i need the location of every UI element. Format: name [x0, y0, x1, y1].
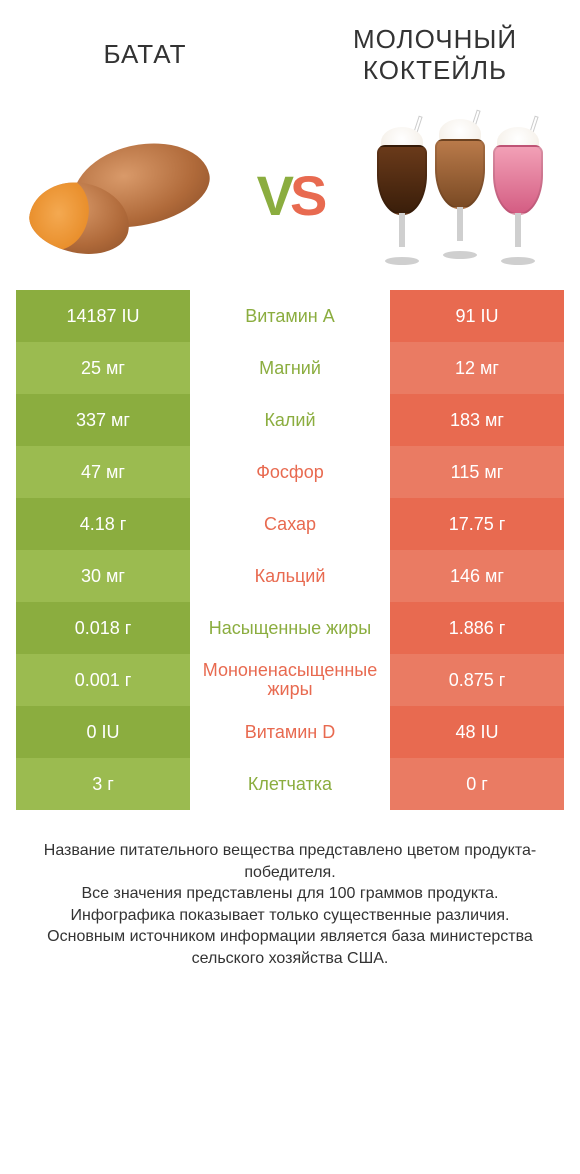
right-product-image: [350, 110, 570, 280]
nutrient-label: Клетчатка: [190, 758, 390, 810]
left-value: 0.018 г: [16, 602, 190, 654]
table-row: 47 мгФосфор115 мг: [16, 446, 564, 498]
nutrient-label: Магний: [190, 342, 390, 394]
table-row: 4.18 гСахар17.75 г: [16, 498, 564, 550]
left-value: 47 мг: [16, 446, 190, 498]
right-value: 115 мг: [390, 446, 564, 498]
nutrient-label: Фосфор: [190, 446, 390, 498]
left-value: 14187 IU: [16, 290, 190, 342]
table-row: 0 IUВитамин D48 IU: [16, 706, 564, 758]
right-value: 91 IU: [390, 290, 564, 342]
table-row: 14187 IUВитамин A91 IU: [16, 290, 564, 342]
table-row: 3 гКлетчатка0 г: [16, 758, 564, 810]
image-row: VS: [0, 110, 580, 280]
left-product-image: [10, 110, 230, 280]
footer-line: Все значения представлены для 100 граммо…: [20, 883, 560, 905]
table-row: 0.018 гНасыщенные жиры1.886 г: [16, 602, 564, 654]
comparison-table: 14187 IUВитамин A91 IU25 мгМагний12 мг33…: [16, 290, 564, 810]
table-row: 0.001 гМононенасыщенные жиры0.875 г: [16, 654, 564, 706]
nutrient-label: Кальций: [190, 550, 390, 602]
right-value: 183 мг: [390, 394, 564, 446]
table-row: 30 мгКальций146 мг: [16, 550, 564, 602]
table-row: 337 мгКалий183 мг: [16, 394, 564, 446]
sweet-potato-icon: [30, 135, 210, 255]
nutrient-label: Витамин A: [190, 290, 390, 342]
right-value: 0.875 г: [390, 654, 564, 706]
right-value: 1.886 г: [390, 602, 564, 654]
right-value: 12 мг: [390, 342, 564, 394]
nutrient-label: Насыщенные жиры: [190, 602, 390, 654]
table-row: 25 мгМагний12 мг: [16, 342, 564, 394]
left-value: 0.001 г: [16, 654, 190, 706]
left-product-title: БАТАТ: [0, 39, 290, 70]
right-value: 48 IU: [390, 706, 564, 758]
nutrient-label: Витамин D: [190, 706, 390, 758]
footer-notes: Название питательного вещества представл…: [20, 840, 560, 970]
nutrient-label: Сахар: [190, 498, 390, 550]
left-value: 4.18 г: [16, 498, 190, 550]
vs-label: VS: [230, 163, 350, 228]
left-value: 0 IU: [16, 706, 190, 758]
right-product-title: МОЛОЧНЫЙ КОКТЕЙЛЬ: [290, 24, 580, 86]
footer-line: Основным источником информации является …: [20, 926, 560, 969]
footer-line: Инфографика показывает только существенн…: [20, 905, 560, 927]
header: БАТАТ МОЛОЧНЫЙ КОКТЕЙЛЬ: [0, 0, 580, 110]
left-value: 337 мг: [16, 394, 190, 446]
left-value: 3 г: [16, 758, 190, 810]
right-value: 17.75 г: [390, 498, 564, 550]
right-value: 0 г: [390, 758, 564, 810]
footer-line: Название питательного вещества представл…: [20, 840, 560, 883]
left-value: 25 мг: [16, 342, 190, 394]
nutrient-label: Калий: [190, 394, 390, 446]
left-value: 30 мг: [16, 550, 190, 602]
milkshake-icon: [365, 115, 555, 275]
nutrient-label: Мононенасыщенные жиры: [190, 654, 390, 706]
right-value: 146 мг: [390, 550, 564, 602]
